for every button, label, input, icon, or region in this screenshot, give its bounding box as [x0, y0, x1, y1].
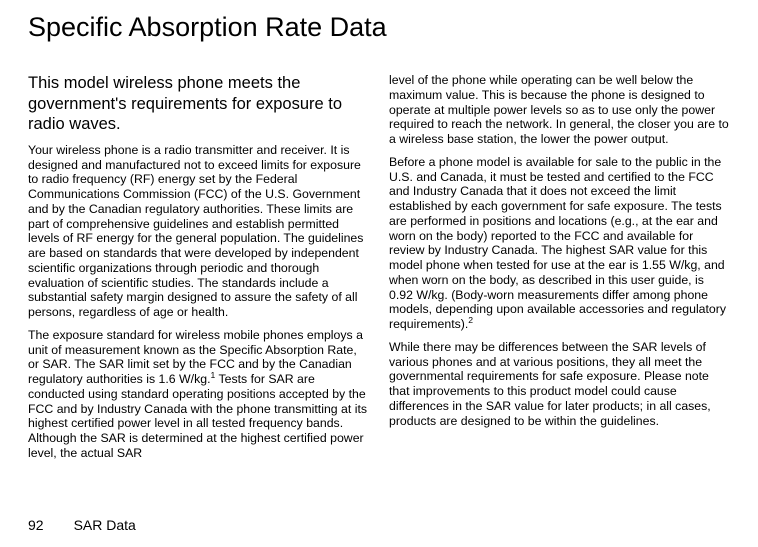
- footnote-2: 2: [468, 315, 473, 325]
- right-paragraph-3: While there may be differences between t…: [389, 340, 730, 429]
- page-title: Specific Absorption Rate Data: [28, 12, 730, 43]
- left-paragraph-1: Your wireless phone is a radio transmitt…: [28, 143, 369, 320]
- page-number: 92: [28, 517, 44, 533]
- right-paragraph-2: Before a phone model is available for sa…: [389, 155, 730, 332]
- right-column: level of the phone while operating can b…: [389, 73, 730, 469]
- footer-section: SAR Data: [74, 517, 136, 533]
- subheading: This model wireless phone meets the gove…: [28, 73, 369, 135]
- right-p2-part-a: Before a phone model is available for sa…: [389, 155, 726, 331]
- left-paragraph-2: The exposure standard for wireless mobil…: [28, 328, 369, 461]
- content-columns: This model wireless phone meets the gove…: [28, 73, 730, 469]
- left-column: This model wireless phone meets the gove…: [28, 73, 369, 469]
- page-footer: 92 SAR Data: [28, 517, 136, 533]
- right-paragraph-1: level of the phone while operating can b…: [389, 73, 730, 147]
